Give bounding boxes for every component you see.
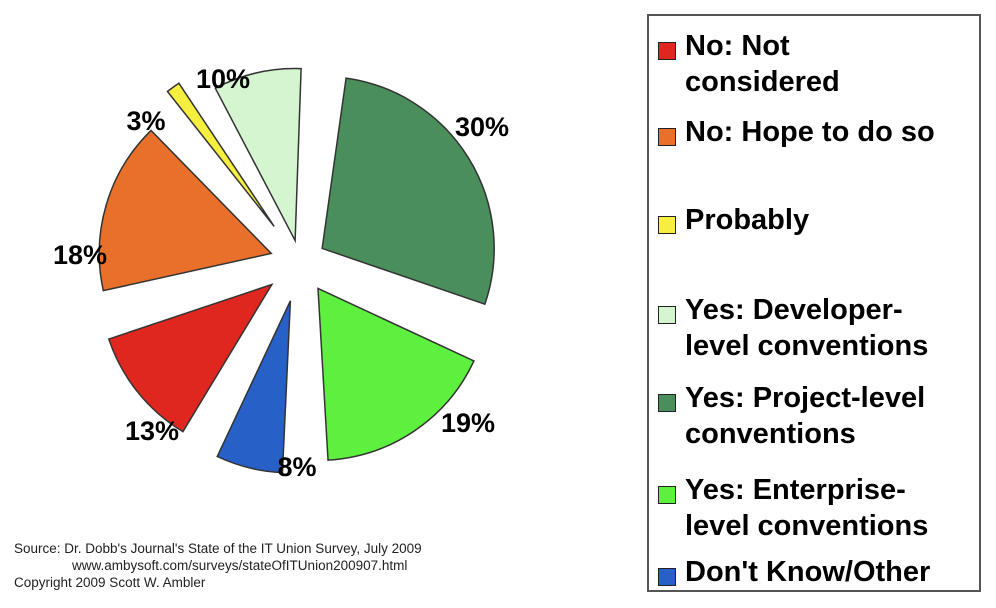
pie-slice-hope-to-do-so	[98, 129, 273, 292]
legend-swatch	[658, 128, 676, 146]
legend-label: Don't Know/Other	[685, 556, 931, 588]
pie-label-hope-to-do-so: 18%	[53, 240, 107, 270]
legend-swatch	[658, 216, 676, 234]
pie-slice-probably	[166, 82, 275, 227]
pie-label-enterprise-level: 19%	[441, 408, 495, 438]
pie-label-developer-level: 10%	[196, 64, 250, 94]
legend-label: Yes: Developer- level conventions	[685, 294, 929, 362]
pie-slice-developer-level	[214, 67, 302, 244]
legend-label: No: Not considered	[685, 30, 840, 98]
legend-label: No: Hope to do so	[685, 116, 935, 148]
pie-slice-project-level	[321, 77, 495, 306]
legend-label: Probably	[685, 204, 810, 236]
pie-label-not-considered: 13%	[125, 416, 179, 446]
pie-label-project-level: 30%	[455, 112, 509, 142]
pie-chart: 30% 19% 8% 13% 18% 3% 10%	[53, 64, 509, 482]
pie-chart-svg: 30% 19% 8% 13% 18% 3% 10%	[53, 64, 509, 482]
legend-swatch	[658, 486, 676, 504]
source-url: www.ambysoft.com/surveys/stateOfITUnion2…	[72, 558, 408, 573]
legend-label: Yes: Project-level conventions	[685, 382, 926, 450]
pie-slice-dont-know	[216, 300, 292, 474]
pie-slice-not-considered	[107, 283, 274, 433]
legend-swatch	[658, 568, 676, 586]
legend-label: Yes: Enterprise- level conventions	[685, 474, 929, 542]
source-line-1: Source: Dr. Dobb's Journal's State of th…	[14, 541, 422, 556]
legend-swatch	[658, 306, 676, 324]
pie-slice-enterprise-level	[317, 287, 475, 461]
legend-swatch	[658, 42, 676, 60]
copyright-line: Copyright 2009 Scott W. Ambler	[14, 575, 206, 590]
pie-label-probably: 3%	[126, 106, 165, 136]
legend-swatch	[658, 394, 676, 412]
source-note: Source: Dr. Dobb's Journal's State of th…	[14, 540, 422, 591]
pie-label-dont-know: 8%	[277, 452, 316, 482]
chart-legend: No: Not considered No: Hope to do so Pro…	[647, 14, 981, 592]
